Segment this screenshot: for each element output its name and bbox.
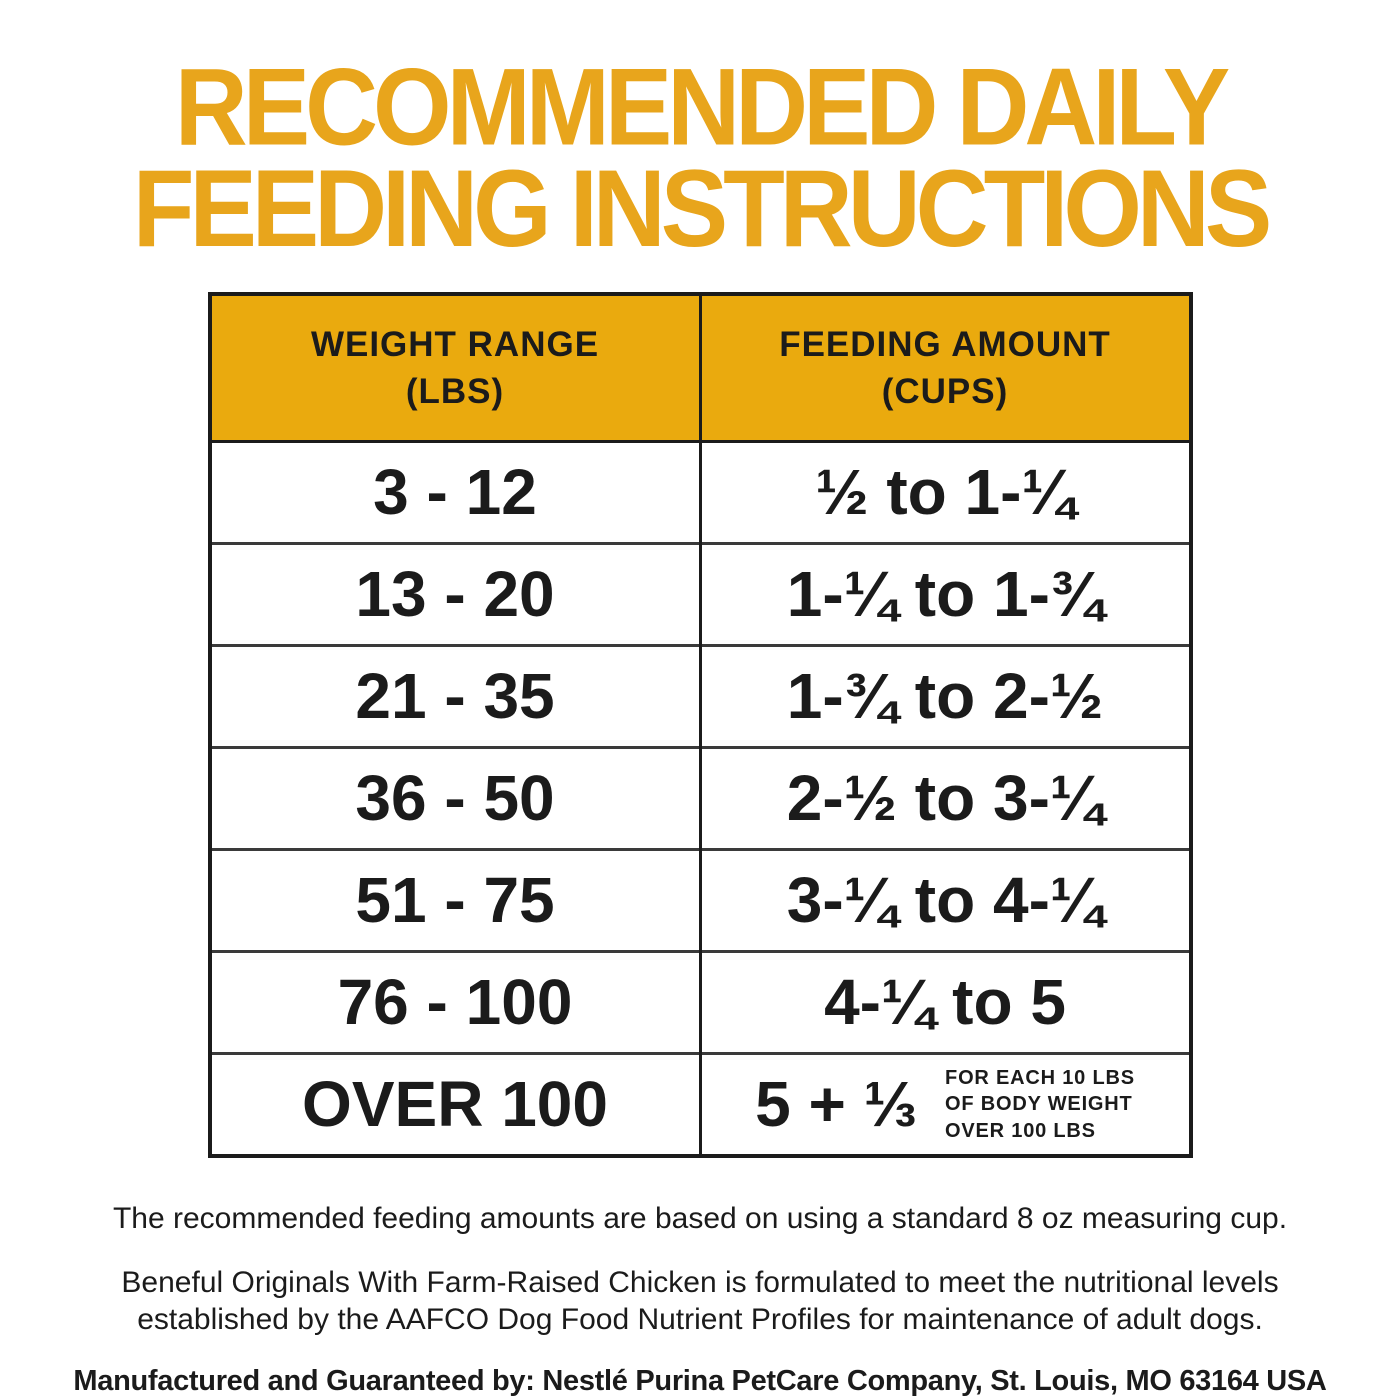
page-title-line1: RECOMMENDED DAILY (174, 47, 1230, 169)
page-title: RECOMMENDED DAILY FEEDING INSTRUCTIONS (0, 53, 1400, 264)
feeding-amount-cell: 1-¾ to 2-½ (698, 643, 1191, 748)
feeding-amount-cell: 5 + ⅓ FOR EACH 10 LBS OF BODY WEIGHT OVER 1… (698, 1051, 1191, 1156)
table-row: 51 - 75 3-¼ to 4-¼ (209, 847, 1191, 952)
page-title-line2: FEEDING INSTRUCTIONS (132, 148, 1272, 270)
footnote-aafco: Beneful Originals With Farm-Raised Chick… (121, 1265, 1279, 1337)
weight-range-cell: 13 - 20 (209, 541, 700, 646)
table-row: 36 - 50 2-½ to 3-¼ (209, 745, 1191, 850)
weight-range-cell: 3 - 12 (373, 456, 537, 529)
footnote-manufacturer: Manufactured and Guaranteed by: Nestlé P… (73, 1364, 1327, 1397)
feeding-amount-note-line: OF BODY WEIGHT (945, 1093, 1133, 1116)
weight-range-header-unit: (LBS) (405, 371, 505, 411)
weight-range-cell: 76 - 100 (209, 949, 700, 1054)
feeding-amount-header-label: FEEDING AMOUNT (779, 324, 1111, 364)
weight-range-cell: 51 - 75 (209, 847, 700, 952)
table-row: 3 - 12 ½ to 1-¼ (210, 441, 1191, 544)
feeding-amount-cell: ½ to 1-¼ (698, 441, 1191, 544)
feeding-amount-note: FOR EACH 10 LBS OF BODY WEIGHT OVER 100 LB… (945, 1065, 1135, 1144)
weight-range-cell: OVER 100 (209, 1051, 700, 1156)
feeding-amount-note-line: OVER 100 LBS (945, 1119, 1096, 1142)
feeding-table: WEIGHT RANGE (LBS) FEEDING AMOUNT (CUPS)… (207, 291, 1193, 1158)
col-header-weight-range: WEIGHT RANGE (LBS) (209, 293, 700, 443)
feeding-amount-with-note: 5 + ⅓ FOR EACH 10 LBS OF BODY WEIGHT OVER 1… (703, 1065, 1188, 1144)
table-row: 76 - 100 4-¼ to 5 (209, 949, 1191, 1054)
weight-range-header-label: WEIGHT RANGE (310, 324, 600, 364)
feeding-table-header: WEIGHT RANGE (LBS) FEEDING AMOUNT (CUPS) (209, 293, 1191, 443)
feeding-amount-header-unit: (CUPS) (881, 371, 1009, 411)
feeding-amount-value: 5 + ⅓ (755, 1068, 918, 1141)
table-row: OVER 100 5 + ⅓ FOR EACH 10 LBS OF BODY WEIG… (209, 1051, 1191, 1156)
footnote-measuring-cup: The recommended feeding amounts are base… (112, 1201, 1288, 1235)
feeding-amount-cell: 1-¼ to 1-¾ (698, 541, 1191, 646)
feeding-amount-cell: 3-¼ to 4-¼ (698, 847, 1191, 952)
weight-range-cell: 36 - 50 (209, 745, 700, 850)
table-row: 21 - 35 1-¾ to 2-½ (209, 643, 1191, 748)
feeding-amount-note-line: FOR EACH 10 LBS (945, 1066, 1135, 1089)
table-row: 13 - 20 1-¼ to 1-¾ (209, 541, 1191, 646)
feeding-table-body: 3 - 12 ½ to 1-¼ 13 - 20 1-¼ to 1-¾ 21 - 35 1-… (209, 441, 1191, 1156)
feeding-amount-cell: 4-¼ to 5 (698, 949, 1191, 1054)
feeding-amount-cell: 2-½ to 3-¼ (698, 745, 1191, 850)
col-header-feeding-amount: FEEDING AMOUNT (CUPS) (698, 293, 1191, 443)
header-row: WEIGHT RANGE (LBS) FEEDING AMOUNT (CUPS) (209, 293, 1191, 443)
weight-range-cell: 21 - 35 (209, 643, 700, 748)
